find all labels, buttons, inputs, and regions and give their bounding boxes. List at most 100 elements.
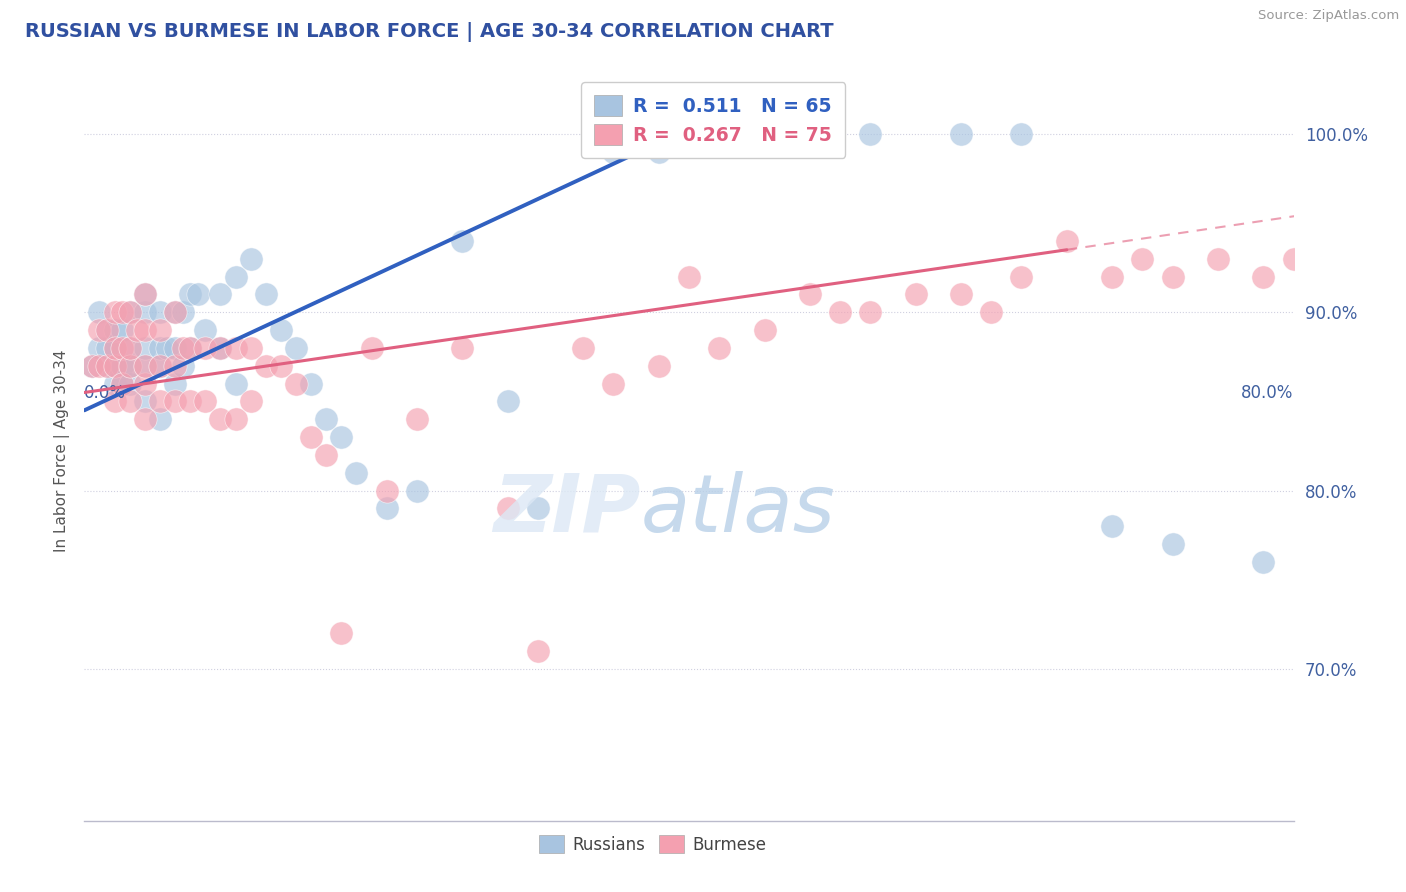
- Point: [225, 269, 247, 284]
- Point: [127, 323, 149, 337]
- Point: [496, 501, 519, 516]
- Point: [754, 323, 776, 337]
- Text: atlas: atlas: [641, 471, 835, 549]
- Point: [1282, 252, 1305, 266]
- Point: [527, 501, 550, 516]
- Point: [149, 341, 172, 355]
- Point: [172, 359, 194, 373]
- Point: [96, 323, 118, 337]
- Point: [89, 305, 111, 319]
- Point: [315, 412, 337, 426]
- Point: [527, 644, 550, 658]
- Point: [134, 287, 156, 301]
- Point: [285, 341, 308, 355]
- Point: [330, 626, 353, 640]
- Point: [118, 341, 141, 355]
- Point: [799, 127, 821, 141]
- Y-axis label: In Labor Force | Age 30-34: In Labor Force | Age 30-34: [55, 349, 70, 552]
- Point: [678, 127, 700, 141]
- Point: [134, 305, 156, 319]
- Point: [104, 341, 127, 355]
- Point: [165, 341, 187, 355]
- Point: [104, 305, 127, 319]
- Point: [149, 359, 172, 373]
- Point: [96, 323, 118, 337]
- Text: 0.0%: 0.0%: [84, 384, 127, 401]
- Point: [451, 234, 474, 248]
- Point: [1253, 269, 1275, 284]
- Point: [89, 359, 111, 373]
- Point: [149, 305, 172, 319]
- Point: [270, 323, 292, 337]
- Point: [134, 341, 156, 355]
- Point: [572, 341, 595, 355]
- Point: [104, 341, 127, 355]
- Point: [225, 376, 247, 391]
- Point: [375, 483, 398, 498]
- Point: [330, 430, 353, 444]
- Point: [270, 359, 292, 373]
- Point: [950, 127, 973, 141]
- Point: [111, 376, 134, 391]
- Point: [118, 305, 141, 319]
- Point: [1101, 269, 1123, 284]
- Point: [1161, 269, 1184, 284]
- Point: [980, 305, 1002, 319]
- Point: [194, 394, 217, 409]
- Point: [165, 394, 187, 409]
- Point: [156, 341, 179, 355]
- Point: [299, 376, 322, 391]
- Point: [315, 448, 337, 462]
- Point: [165, 359, 187, 373]
- Point: [375, 501, 398, 516]
- Point: [104, 376, 127, 391]
- Point: [134, 359, 156, 373]
- Point: [709, 341, 731, 355]
- Point: [496, 394, 519, 409]
- Point: [360, 341, 382, 355]
- Point: [254, 287, 277, 301]
- Point: [134, 359, 156, 373]
- Point: [1206, 252, 1229, 266]
- Point: [239, 341, 262, 355]
- Text: RUSSIAN VS BURMESE IN LABOR FORCE | AGE 30-34 CORRELATION CHART: RUSSIAN VS BURMESE IN LABOR FORCE | AGE …: [25, 22, 834, 42]
- Point: [165, 376, 187, 391]
- Point: [859, 127, 882, 141]
- Point: [172, 305, 194, 319]
- Point: [904, 287, 927, 301]
- Point: [179, 394, 201, 409]
- Point: [104, 394, 127, 409]
- Point: [1313, 680, 1336, 694]
- Point: [149, 359, 172, 373]
- Point: [134, 394, 156, 409]
- Point: [165, 305, 187, 319]
- Point: [648, 359, 671, 373]
- Point: [194, 323, 217, 337]
- Point: [165, 305, 187, 319]
- Point: [104, 359, 127, 373]
- Point: [96, 359, 118, 373]
- Point: [406, 412, 429, 426]
- Point: [187, 287, 209, 301]
- Point: [209, 412, 232, 426]
- Point: [1358, 252, 1381, 266]
- Point: [1403, 769, 1406, 783]
- Point: [1011, 269, 1033, 284]
- Point: [111, 323, 134, 337]
- Point: [179, 341, 201, 355]
- Point: [225, 412, 247, 426]
- Point: [104, 323, 127, 337]
- Point: [209, 341, 232, 355]
- Point: [96, 359, 118, 373]
- Point: [118, 341, 141, 355]
- Point: [209, 341, 232, 355]
- Point: [134, 323, 156, 337]
- Point: [209, 287, 232, 301]
- Point: [118, 376, 141, 391]
- Point: [1130, 252, 1153, 266]
- Point: [111, 376, 134, 391]
- Point: [194, 341, 217, 355]
- Point: [1101, 519, 1123, 533]
- Point: [1056, 234, 1078, 248]
- Point: [118, 394, 141, 409]
